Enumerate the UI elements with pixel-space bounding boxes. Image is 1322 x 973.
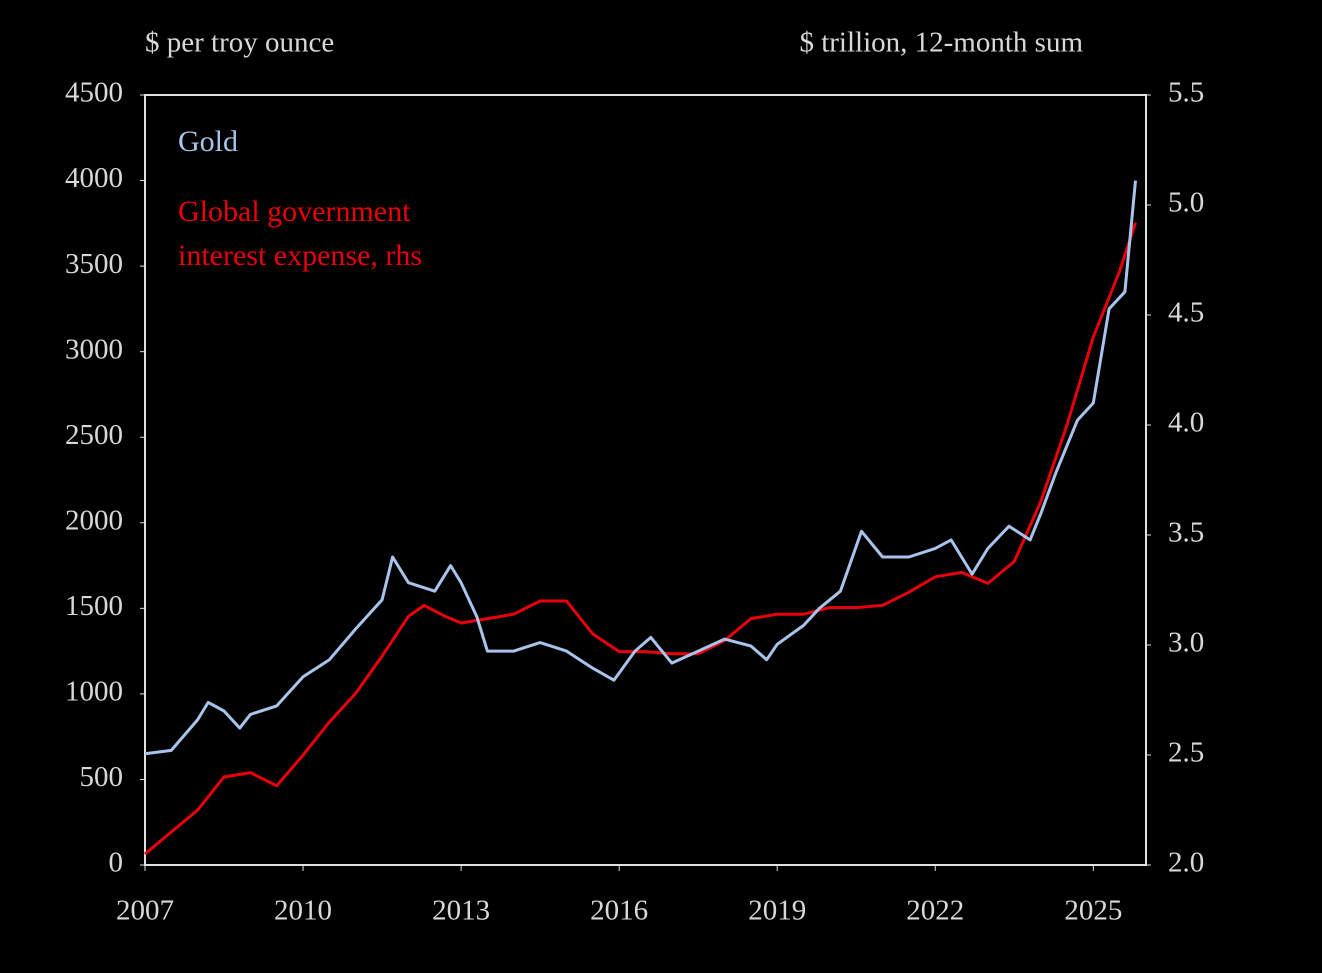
x-tick-label: 2007: [116, 895, 174, 927]
x-tick-label: 2025: [1064, 895, 1122, 927]
y2-axis-label: $ trillion, 12-month sum: [799, 27, 1083, 59]
plot-frame: [144, 94, 1147, 866]
y-tick-label: 2000: [65, 504, 123, 536]
y-tick-label: 0: [109, 847, 124, 879]
y2-tick-label: 2.5: [1168, 737, 1204, 769]
y2-tick-label: 4.5: [1168, 297, 1204, 329]
y-tick-label: 2500: [65, 419, 123, 451]
y2-tick-label: 3.0: [1168, 627, 1204, 659]
y2-tick-label: 5.5: [1168, 77, 1204, 109]
y-tick-label: 3000: [65, 333, 123, 365]
y-axis-label: $ per troy ounce: [145, 27, 334, 59]
y-tick-label: 4500: [65, 77, 123, 109]
data-line: [144, 180, 1137, 756]
y-tick-label: 4000: [65, 162, 123, 194]
x-tick-label: 2019: [748, 895, 806, 927]
y-tick-label: 3500: [65, 248, 123, 280]
y-tick-label: 1000: [65, 676, 123, 708]
x-tick-label: 2022: [906, 895, 964, 927]
x-tick-label: 2016: [590, 895, 648, 927]
y2-tick-label: 3.5: [1168, 517, 1204, 549]
legend-entry: Gold: [178, 125, 238, 158]
x-tick-label: 2010: [274, 895, 332, 927]
y2-tick-label: 5.0: [1168, 187, 1204, 219]
data-line: [144, 222, 1137, 856]
y-tick-label: 500: [80, 761, 124, 793]
x-tick-label: 2013: [432, 895, 490, 927]
y2-tick-label: 2.0: [1168, 847, 1204, 879]
legend-entry: Global government interest expense, rhs: [178, 195, 423, 272]
y-tick-label: 1500: [65, 590, 123, 622]
y2-tick-label: 4.0: [1168, 407, 1204, 439]
